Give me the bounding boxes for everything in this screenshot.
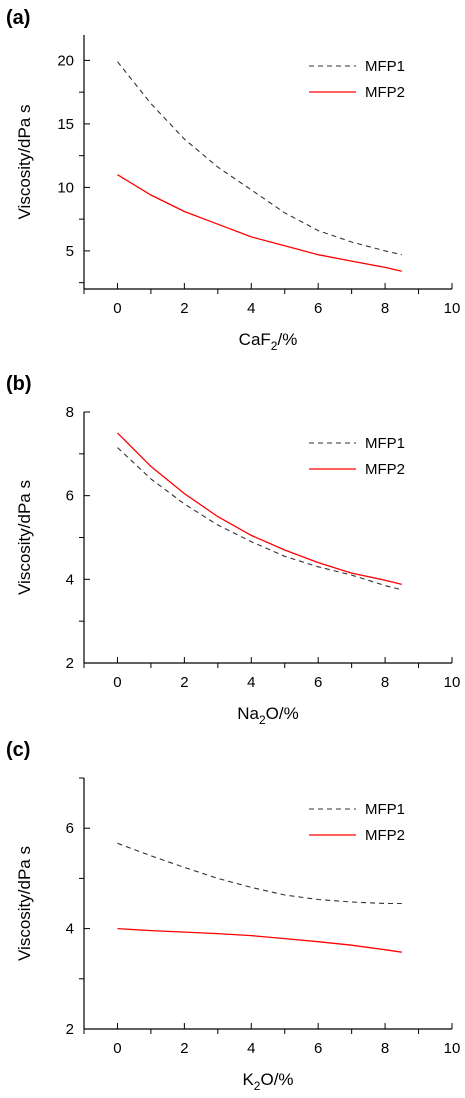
y-tick-label: 4 <box>66 921 74 938</box>
x-tick-label: 8 <box>381 1040 389 1057</box>
series-line-mfp1 <box>117 61 402 256</box>
x-axis-title-subscript: 2 <box>259 713 266 727</box>
series-line-mfp1 <box>117 447 402 591</box>
y-tick-label: 5 <box>66 243 74 260</box>
x-axis-title-tail: /% <box>277 330 297 349</box>
x-tick-label: 0 <box>113 300 121 317</box>
x-tick-label: 0 <box>113 674 121 691</box>
x-tick-label: 2 <box>180 300 188 317</box>
y-tick-label: 6 <box>66 488 74 505</box>
x-axis-title-tail: O/% <box>266 704 299 723</box>
panel-label: (c) <box>6 739 30 761</box>
legend-label-mfp2: MFP2 <box>365 827 405 844</box>
x-tick-label: 2 <box>180 674 188 691</box>
x-axis-title: K2O/% <box>242 1070 293 1093</box>
legend-label-mfp1: MFP1 <box>365 801 405 818</box>
x-axis-title-subscript: 2 <box>271 339 278 353</box>
x-tick-label: 4 <box>247 300 255 317</box>
y-tick-label: 15 <box>57 116 74 133</box>
x-tick-label: 8 <box>381 674 389 691</box>
x-axis-title-main: CaF <box>239 330 271 349</box>
x-axis-title-main: Na <box>237 704 259 723</box>
x-axis-title-tail: O/% <box>260 1070 293 1089</box>
x-tick-label: 4 <box>247 1040 255 1057</box>
y-axis-title: Viscosity/dPa s <box>15 846 34 961</box>
x-axis-title: Na2O/% <box>237 704 298 727</box>
x-tick-label: 10 <box>444 300 461 317</box>
y-tick-label: 4 <box>66 571 74 588</box>
y-tick-label: 6 <box>66 820 74 837</box>
y-axis-title: Viscosity/dPa s <box>15 480 34 595</box>
series-line-mfp2 <box>117 927 402 953</box>
y-tick-label: 8 <box>66 404 74 421</box>
x-tick-label: 2 <box>180 1040 188 1057</box>
y-tick-label: 20 <box>57 52 74 69</box>
series-line-mfp2 <box>117 432 402 586</box>
legend-label-mfp1: MFP1 <box>365 435 405 452</box>
x-tick-label: 6 <box>314 1040 322 1057</box>
panel-label: (a) <box>6 7 30 29</box>
x-axis-title-subscript: 2 <box>254 1079 261 1093</box>
legend-label-mfp1: MFP1 <box>365 58 405 75</box>
x-axis-title-main: K <box>242 1070 254 1089</box>
series-line-mfp2 <box>117 174 402 272</box>
x-tick-label: 10 <box>444 674 461 691</box>
series-line-mfp1 <box>117 842 402 905</box>
x-tick-label: 0 <box>113 1040 121 1057</box>
x-tick-label: 10 <box>444 1040 461 1057</box>
y-tick-label: 2 <box>66 655 74 672</box>
legend-label-mfp2: MFP2 <box>365 461 405 478</box>
x-tick-label: 6 <box>314 300 322 317</box>
panel-label: (b) <box>6 373 32 395</box>
y-tick-label: 10 <box>57 179 74 196</box>
x-tick-label: 8 <box>381 300 389 317</box>
y-tick-label: 2 <box>66 1021 74 1038</box>
y-axis-title: Viscosity/dPa s <box>15 105 34 220</box>
x-tick-label: 4 <box>247 674 255 691</box>
x-tick-label: 6 <box>314 674 322 691</box>
x-axis-title: CaF2/% <box>239 330 298 353</box>
legend-label-mfp2: MFP2 <box>365 84 405 101</box>
